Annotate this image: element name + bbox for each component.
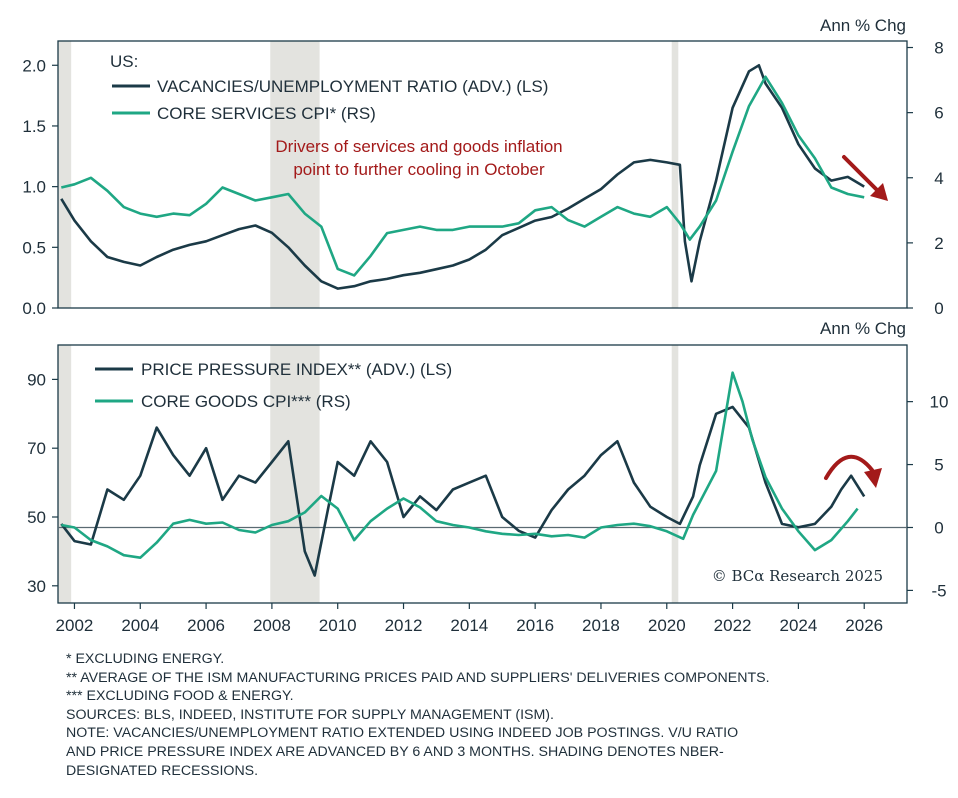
top-right-axis: 0 2 4 6 8 — [907, 39, 944, 318]
bottom-right-axis: -5 0 5 10 — [907, 393, 949, 600]
x-tick-label-1: 2004 — [121, 616, 159, 635]
copyright-notice: © BCα Research 2025 — [712, 567, 883, 585]
x-tick-label-9: 2020 — [648, 616, 686, 635]
bottom-series-group — [60, 371, 866, 577]
top-left-tick-label-1: 0.5 — [22, 238, 46, 257]
x-tick-label-4: 2010 — [319, 616, 357, 635]
x-tick-label-6: 2014 — [450, 616, 488, 635]
chart-canvas: 0.0 0.5 1.0 1.5 2.0 0 2 4 6 8 Ann % Chg US: VACA… — [22, 16, 949, 635]
note-line-1: NOTE: VACANCIES/UNEMPLOYMENT RATIO EXTEN… — [66, 725, 739, 742]
region-label: US: — [110, 52, 138, 71]
x-tick-label-2: 2006 — [187, 616, 225, 635]
series-line-vu-ratio — [60, 64, 865, 290]
top-left-tick-label-3: 1.5 — [22, 117, 46, 136]
bottom-recession-band-1 — [270, 345, 320, 603]
bottom-left-tick-label-1: 50 — [27, 508, 46, 527]
x-tick-label-12: 2026 — [845, 616, 883, 635]
top-plot-frame — [57, 40, 908, 309]
bottom-right-axis-title: Ann % Chg — [820, 319, 906, 338]
top-right-tick-label-0: 0 — [934, 299, 943, 318]
recession-shading-top — [58, 41, 679, 308]
x-tick-label-3: 2008 — [253, 616, 291, 635]
footnote-2: ** AVERAGE OF THE ISM MANUFACTURING PRIC… — [66, 669, 770, 686]
top-recession-band-2 — [671, 41, 679, 308]
footnote-3: *** EXCLUDING FOOD & ENERGY. — [66, 688, 294, 705]
top-panel: 0.0 0.5 1.0 1.5 2.0 0 2 4 6 8 Ann % Chg US: VACA… — [22, 16, 943, 318]
top-right-axis-title: Ann % Chg — [820, 16, 906, 35]
annotation-line-2: point to further cooling in October — [293, 160, 545, 179]
bottom-left-tick-label-2: 70 — [27, 439, 46, 458]
footnotes: * EXCLUDING ENERGY. ** AVERAGE OF THE IS… — [66, 650, 946, 780]
recession-shading-bottom — [58, 345, 679, 603]
bottom-plot-frame — [57, 344, 908, 604]
top-recession-band-0 — [58, 41, 72, 308]
note-line-2: AND PRICE PRESSURE INDEX ARE ADVANCED BY… — [66, 743, 724, 760]
legend-label-vu: VACANCIES/UNEMPLOYMENT RATIO (ADV.) (LS) — [157, 77, 548, 96]
bottom-right-tick-label-2: 5 — [934, 456, 943, 475]
x-tick-label-7: 2016 — [516, 616, 554, 635]
x-tick-label-5: 2012 — [385, 616, 423, 635]
x-tick-label-8: 2018 — [582, 616, 620, 635]
bottom-left-tick-label-0: 30 — [27, 577, 46, 596]
sources-note: SOURCES: BLS, INDEED, INSTITUTE FOR SUPP… — [66, 706, 554, 723]
annotation-line-1: Drivers of services and goods inflation — [275, 137, 562, 156]
series-line-price-pressure — [60, 405, 866, 577]
legend-label-ppi: PRICE PRESSURE INDEX** (ADV.) (LS) — [141, 360, 452, 379]
bottom-right-tick-label-3: 10 — [930, 393, 949, 412]
top-left-axis: 0.0 0.5 1.0 1.5 2.0 — [22, 56, 58, 318]
note-line-3: DESIGNATED RECESSIONS. — [66, 762, 259, 779]
legend-label-core-goods: CORE GOODS CPI*** (RS) — [141, 392, 351, 411]
top-right-tick-label-3: 6 — [934, 104, 943, 123]
bottom-left-tick-label-3: 90 — [27, 370, 46, 389]
top-right-tick-label-1: 2 — [934, 234, 943, 253]
bottom-right-tick-label-0: -5 — [931, 581, 946, 600]
top-right-tick-label-4: 8 — [934, 39, 943, 58]
bottom-panel: 30 50 70 90 -5 0 5 10 Ann % Chg PRICE PRESSURE… — [27, 319, 949, 604]
top-left-tick-label-4: 2.0 — [22, 56, 46, 75]
top-recession-band-1 — [270, 41, 320, 308]
bottom-recession-band-2 — [671, 345, 679, 603]
x-tick-label-10: 2022 — [714, 616, 752, 635]
footnote-1: * EXCLUDING ENERGY. — [66, 651, 225, 667]
curved-arrow-icon — [824, 454, 882, 488]
series-line-core-services-cpi — [60, 75, 865, 277]
bottom-right-tick-label-1: 0 — [934, 518, 943, 537]
down-arrow-icon — [842, 155, 888, 201]
top-left-tick-label-0: 0.0 — [22, 299, 46, 318]
top-left-tick-label-2: 1.0 — [22, 178, 46, 197]
x-tick-label-0: 2002 — [56, 616, 94, 635]
x-tick-label-11: 2024 — [779, 616, 817, 635]
series-line-core-goods-cpi — [61, 371, 859, 559]
bottom-recession-band-0 — [58, 345, 72, 603]
top-right-tick-label-2: 4 — [934, 169, 943, 188]
bottom-left-axis: 30 50 70 90 — [27, 370, 58, 596]
top-series-group — [60, 64, 865, 290]
x-axis: 2002 2004 2006 2008 2010 2012 2014 2016 2018 2020… — [56, 603, 883, 635]
legend-label-core-services: CORE SERVICES CPI* (RS) — [157, 104, 376, 123]
